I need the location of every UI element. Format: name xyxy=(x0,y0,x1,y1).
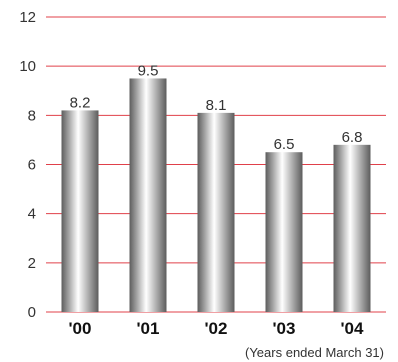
y-axis-ticks: 0 2 4 6 8 10 12 xyxy=(19,9,36,321)
bar-value-label: 6.8 xyxy=(342,129,363,146)
y-tick-label: 10 xyxy=(19,58,36,75)
bar xyxy=(333,144,371,312)
x-category-label: '00 xyxy=(69,319,92,338)
bar xyxy=(265,152,303,312)
y-tick-label: 0 xyxy=(28,304,36,321)
value-labels: 8.2 9.5 8.1 6.5 6.8 xyxy=(70,62,363,153)
x-category-label: '02 xyxy=(205,319,228,338)
axis-note: (Years ended March 31) xyxy=(245,345,384,360)
bar-value-label: 8.1 xyxy=(206,97,227,114)
x-axis-categories: '00 '01 '02 '03 '04 xyxy=(69,319,364,338)
bar-value-label: 8.2 xyxy=(70,94,91,111)
y-tick-label: 6 xyxy=(28,157,36,174)
bar xyxy=(61,110,99,313)
y-tick-label: 4 xyxy=(28,206,36,223)
bar-value-label: 9.5 xyxy=(138,62,159,79)
bar-value-label: 6.5 xyxy=(274,136,295,153)
x-category-label: '03 xyxy=(273,319,296,338)
bar xyxy=(197,112,235,312)
x-category-label: '04 xyxy=(341,319,364,338)
bars xyxy=(61,78,371,313)
x-category-label: '01 xyxy=(137,319,160,338)
y-tick-label: 2 xyxy=(28,255,36,272)
y-tick-label: 8 xyxy=(28,107,36,124)
bar xyxy=(129,78,167,312)
y-tick-label: 12 xyxy=(19,9,36,26)
